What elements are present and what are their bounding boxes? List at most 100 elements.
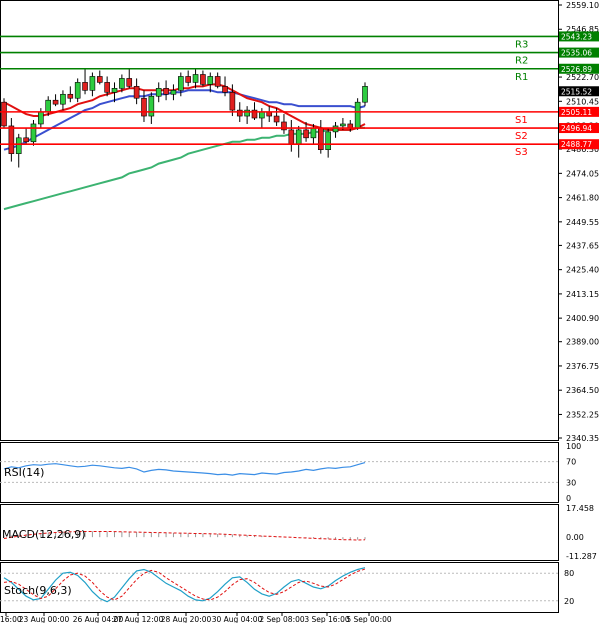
candle — [222, 76, 228, 97]
level-label-r1: R1 — [515, 72, 528, 83]
stoch-axis-tick-label: 80 — [564, 569, 574, 578]
macd-axis-tick-label: -11.287 — [566, 552, 597, 561]
candle-body — [74, 82, 81, 99]
price-axis-tick-label: 2474.05 — [566, 169, 599, 178]
candle-body — [8, 125, 15, 154]
candle-body — [119, 78, 125, 89]
price-axis-tick-label: 2522.70 — [566, 73, 599, 82]
candle — [325, 127, 331, 158]
candle — [126, 68, 133, 89]
level-label-s1: S1 — [515, 115, 528, 126]
price-axis-tick-label: 2376.75 — [566, 362, 599, 371]
level-label-r3: R3 — [515, 39, 528, 50]
price-axis-tick-label: 2437.65 — [566, 241, 599, 250]
price-axis-tick-label: 2389.00 — [566, 338, 599, 347]
price-axis-tick-label: 2486.30 — [566, 145, 599, 154]
level-price-tag: 2535.06 — [561, 49, 592, 58]
candle-body — [332, 125, 339, 133]
time-axis-tick-label: 16:00 — [0, 615, 22, 623]
price-axis-tick-label: 2449.55 — [566, 218, 599, 227]
candle — [89, 72, 96, 97]
candle-body — [281, 121, 287, 131]
ma-mid-line — [3, 89, 366, 151]
candle — [141, 90, 147, 122]
candle — [163, 80, 169, 101]
candle — [200, 70, 206, 87]
macd-axis-tick-label: 0.00 — [566, 533, 584, 542]
panel-frame-main — [0, 0, 559, 441]
level-price-tag-bg — [559, 106, 599, 117]
candle — [155, 82, 162, 103]
candle-body — [192, 74, 199, 83]
candle-body — [38, 111, 44, 125]
level-price-tag: 2505.11 — [561, 108, 592, 117]
candle-body — [126, 78, 133, 87]
candle-body — [259, 111, 265, 119]
candle-body — [155, 88, 162, 97]
time-axis-tick-label: 3 Sep 16:00 — [304, 615, 350, 623]
candle — [82, 68, 88, 95]
candle-body — [207, 76, 214, 85]
level-price-tag: 2496.94 — [561, 124, 592, 133]
candle — [15, 133, 22, 168]
stoch-title: Stoch(9,6,3) — [4, 584, 72, 597]
level-price-tag-bg — [559, 123, 599, 134]
rsi-axis-tick-label: 100 — [566, 442, 581, 451]
price-axis-tick-label: 2364.50 — [566, 386, 599, 395]
candle-body — [200, 74, 206, 85]
candle — [185, 70, 191, 87]
level-price-tag: 2526.89 — [561, 65, 592, 74]
rsi-line — [3, 462, 366, 476]
rsi-axis-tick-label: 0 — [566, 494, 571, 503]
candle-body — [354, 101, 361, 129]
stoch-axis-tick-label: 20 — [564, 597, 574, 606]
candle-body — [222, 86, 228, 93]
candle — [148, 92, 155, 124]
candle-body — [303, 129, 309, 139]
candle — [244, 106, 250, 124]
level-price-tag-bg — [559, 139, 599, 150]
candle — [207, 72, 214, 93]
level-label-s2: S2 — [515, 131, 528, 142]
candle — [354, 98, 361, 130]
candle-body — [317, 127, 324, 150]
candle-body — [104, 82, 110, 93]
candle-body — [251, 109, 258, 119]
candle-body — [111, 88, 118, 93]
current-price-tag-bg — [559, 86, 599, 97]
price-axis-tick-label: 2340.35 — [566, 434, 599, 443]
candle-body — [178, 76, 184, 91]
candle-body — [170, 90, 177, 95]
time-axis-tick-label: 2 Sep 08:00 — [259, 615, 305, 623]
price-axis-tick-label: 2559.10 — [566, 1, 599, 10]
price-axis-tick-label: 2546.85 — [566, 25, 599, 34]
rsi-axis-tick-label: 70 — [566, 458, 576, 467]
level-price-tag: 2543.23 — [561, 32, 592, 41]
candle — [119, 74, 125, 93]
level-price-tag-bg — [559, 47, 599, 58]
time-axis-tick-label: 27 Aug 12:00 — [113, 615, 164, 623]
candle — [111, 82, 118, 103]
candle — [74, 78, 81, 103]
price-axis-tick-label: 2413.15 — [566, 290, 599, 299]
candle-body — [45, 99, 52, 113]
level-price-tag: 2488.77 — [561, 140, 592, 149]
candle-body — [214, 76, 221, 87]
candle-body — [266, 111, 273, 117]
candle — [170, 84, 177, 101]
candle — [52, 94, 59, 107]
candle — [1, 98, 7, 128]
candle-body — [15, 137, 22, 154]
level-label-s3: S3 — [515, 147, 528, 158]
candle-body — [310, 127, 317, 139]
candle-body — [325, 131, 331, 150]
panel-frame-sto — [0, 562, 559, 613]
level-price-tag-bg — [559, 63, 599, 74]
candle — [281, 114, 287, 134]
candle-body — [273, 115, 280, 123]
candle-body — [23, 137, 29, 143]
candle-body — [96, 76, 103, 83]
price-axis-tick-label: 2425.40 — [566, 266, 599, 275]
candle — [67, 86, 74, 103]
